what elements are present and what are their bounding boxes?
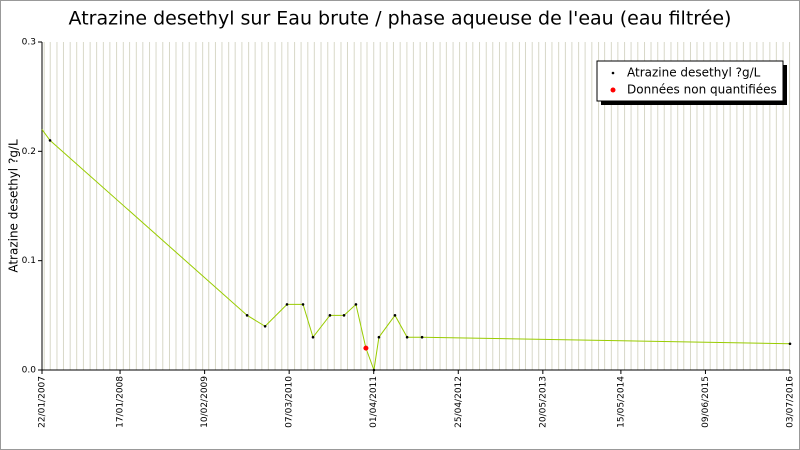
point — [285, 303, 289, 306]
x-tick-label: 07/03/2010 — [285, 376, 295, 428]
point — [377, 335, 381, 339]
x-tick-label: 01/04/2011 — [369, 376, 379, 428]
x-tick-label: 10/02/2009 — [200, 376, 210, 428]
legend-box — [596, 60, 784, 102]
y-tick-label: 0.0 — [22, 366, 37, 376]
legend: Atrazine desethyl ?g/L Données non quanti… — [596, 60, 787, 105]
point — [342, 314, 346, 317]
y-tick-label: 0.2 — [22, 147, 36, 157]
x-tick-label: 03/07/2016 — [786, 376, 796, 428]
y-tick-label: 0.3 — [22, 38, 36, 48]
legend-marker — [611, 71, 615, 75]
x-tick-label: 22/01/2007 — [38, 376, 48, 428]
legend-label: Atrazine desethyl ?g/L — [627, 66, 761, 80]
point — [420, 335, 424, 339]
point — [301, 303, 305, 306]
point — [263, 324, 267, 328]
point — [372, 368, 376, 372]
x-tick-label: 17/01/2008 — [116, 376, 126, 428]
unquantified-point — [363, 345, 369, 351]
legend-label: Données non quantifiées — [627, 83, 777, 97]
x-tick-label: 15/05/2014 — [616, 376, 626, 428]
x-tick-label: 20/05/2013 — [538, 376, 548, 428]
point — [328, 314, 332, 317]
point — [405, 335, 409, 339]
x-tick-label: 25/04/2012 — [454, 376, 464, 428]
point — [245, 314, 249, 317]
point — [48, 139, 52, 142]
point — [354, 303, 358, 306]
x-tick-label: 09/06/2015 — [701, 376, 711, 428]
chart-title: Atrazine desethyl sur Eau brute / phase … — [69, 8, 732, 30]
point — [393, 314, 397, 317]
point — [788, 342, 792, 346]
legend-marker — [610, 87, 616, 93]
point — [311, 335, 315, 339]
y-tick-label: 0.1 — [22, 256, 36, 266]
y-axis-label: Atrazine desethyl ?g/L — [7, 139, 21, 273]
